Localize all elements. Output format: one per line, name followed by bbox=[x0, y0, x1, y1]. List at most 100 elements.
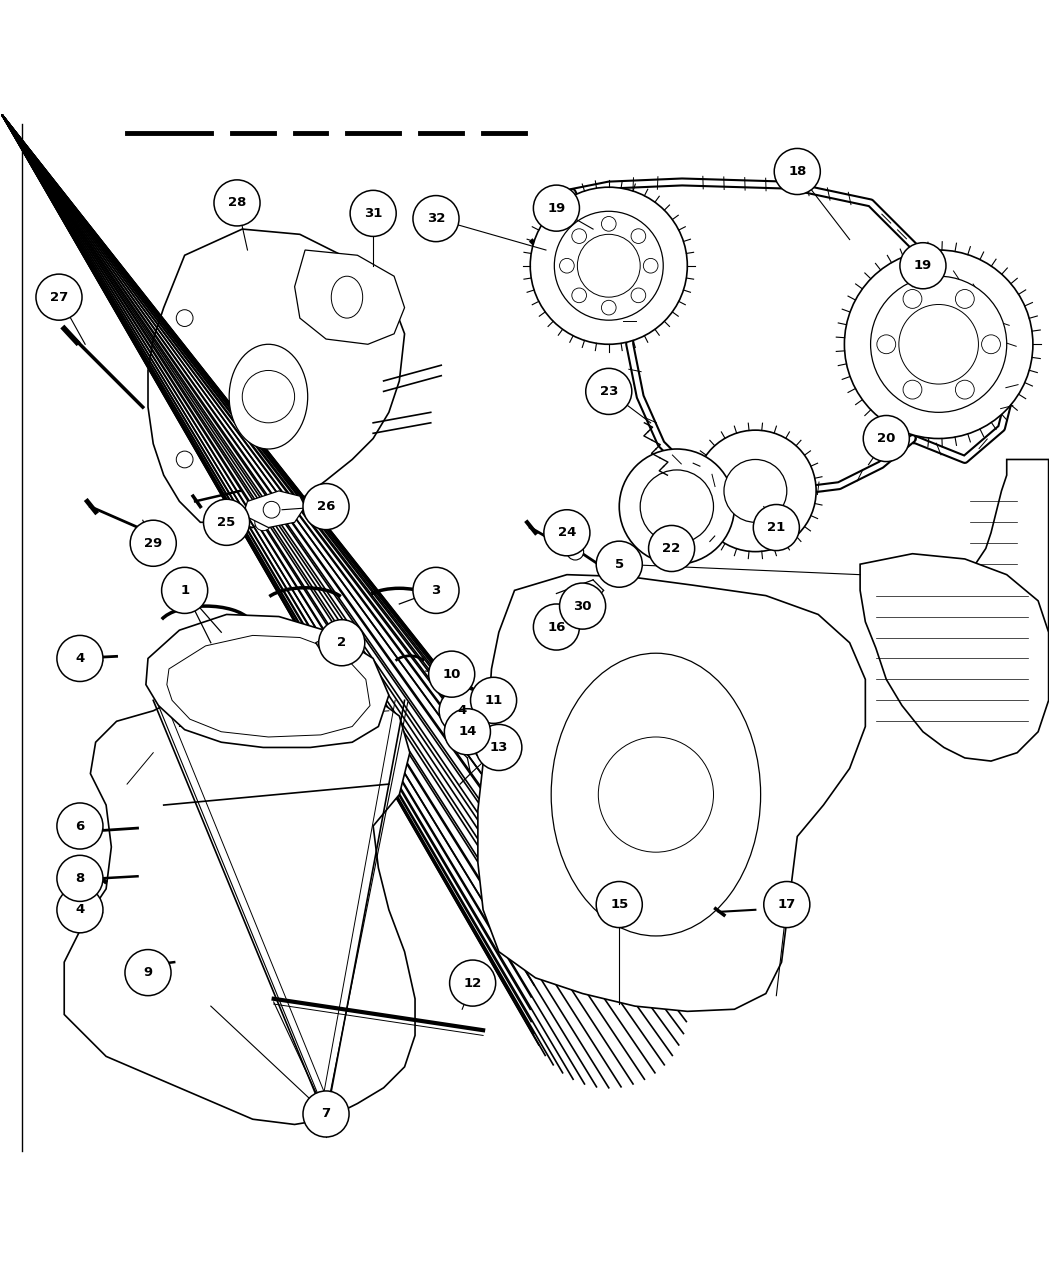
Text: 14: 14 bbox=[458, 725, 477, 738]
Circle shape bbox=[449, 960, 496, 1006]
Text: 4: 4 bbox=[76, 652, 85, 666]
Text: 26: 26 bbox=[317, 500, 335, 513]
Text: 28: 28 bbox=[228, 196, 246, 209]
Circle shape bbox=[319, 620, 364, 666]
Circle shape bbox=[544, 510, 590, 556]
Circle shape bbox=[533, 604, 580, 650]
Circle shape bbox=[554, 212, 664, 320]
Circle shape bbox=[530, 187, 688, 344]
Circle shape bbox=[596, 881, 643, 928]
Circle shape bbox=[444, 709, 490, 755]
Text: 29: 29 bbox=[144, 537, 163, 550]
Circle shape bbox=[956, 289, 974, 309]
Circle shape bbox=[264, 501, 280, 518]
Circle shape bbox=[439, 687, 485, 734]
Circle shape bbox=[255, 514, 272, 530]
Circle shape bbox=[560, 259, 574, 273]
Polygon shape bbox=[148, 230, 404, 528]
Circle shape bbox=[57, 856, 103, 901]
Circle shape bbox=[57, 886, 103, 933]
Text: 20: 20 bbox=[877, 432, 896, 445]
Circle shape bbox=[631, 288, 646, 302]
Circle shape bbox=[176, 451, 193, 468]
Polygon shape bbox=[64, 669, 415, 1125]
Circle shape bbox=[204, 500, 250, 546]
Text: 25: 25 bbox=[217, 516, 235, 529]
Circle shape bbox=[870, 277, 1007, 412]
Circle shape bbox=[598, 737, 714, 852]
Circle shape bbox=[695, 430, 816, 552]
Circle shape bbox=[602, 301, 616, 315]
Ellipse shape bbox=[229, 344, 308, 449]
Circle shape bbox=[982, 335, 1001, 353]
Circle shape bbox=[476, 724, 522, 770]
Text: 8: 8 bbox=[76, 872, 85, 885]
Text: 30: 30 bbox=[573, 599, 592, 612]
Circle shape bbox=[863, 416, 909, 462]
Polygon shape bbox=[295, 250, 404, 344]
Circle shape bbox=[318, 499, 334, 515]
Text: 16: 16 bbox=[547, 621, 566, 634]
Circle shape bbox=[176, 310, 193, 326]
Circle shape bbox=[243, 371, 295, 423]
Text: 9: 9 bbox=[144, 966, 152, 979]
Text: 5: 5 bbox=[614, 557, 624, 571]
Polygon shape bbox=[246, 491, 306, 528]
Circle shape bbox=[763, 881, 810, 928]
Ellipse shape bbox=[714, 459, 797, 523]
Text: 24: 24 bbox=[558, 527, 576, 539]
Polygon shape bbox=[146, 615, 388, 747]
Circle shape bbox=[567, 543, 584, 560]
Circle shape bbox=[413, 567, 459, 613]
Circle shape bbox=[533, 185, 580, 231]
Circle shape bbox=[903, 380, 922, 399]
Text: 4: 4 bbox=[458, 704, 467, 718]
Text: 17: 17 bbox=[778, 898, 796, 912]
Text: 7: 7 bbox=[321, 1108, 331, 1121]
Circle shape bbox=[350, 190, 396, 236]
Polygon shape bbox=[316, 635, 338, 655]
Circle shape bbox=[899, 305, 979, 384]
Circle shape bbox=[413, 195, 459, 242]
Circle shape bbox=[620, 449, 734, 565]
Text: 22: 22 bbox=[663, 542, 680, 555]
Circle shape bbox=[578, 235, 640, 297]
Polygon shape bbox=[478, 575, 865, 1011]
Ellipse shape bbox=[331, 277, 362, 317]
Text: 12: 12 bbox=[463, 977, 482, 989]
Circle shape bbox=[753, 505, 799, 551]
Circle shape bbox=[125, 950, 171, 996]
Circle shape bbox=[36, 274, 82, 320]
Circle shape bbox=[586, 368, 632, 414]
Text: 13: 13 bbox=[489, 741, 508, 754]
Circle shape bbox=[644, 259, 658, 273]
Circle shape bbox=[649, 525, 695, 571]
Circle shape bbox=[596, 541, 643, 588]
Polygon shape bbox=[954, 459, 1049, 690]
Circle shape bbox=[57, 803, 103, 849]
Text: 10: 10 bbox=[442, 668, 461, 681]
Text: 27: 27 bbox=[49, 291, 68, 303]
Circle shape bbox=[956, 380, 974, 399]
Circle shape bbox=[428, 652, 475, 697]
Circle shape bbox=[214, 180, 260, 226]
Circle shape bbox=[57, 635, 103, 681]
Circle shape bbox=[602, 217, 616, 231]
Circle shape bbox=[723, 459, 786, 523]
Text: 18: 18 bbox=[789, 164, 806, 178]
Circle shape bbox=[162, 567, 208, 613]
Circle shape bbox=[844, 250, 1033, 439]
Circle shape bbox=[877, 335, 896, 353]
Circle shape bbox=[631, 228, 646, 244]
Text: 23: 23 bbox=[600, 385, 618, 398]
Text: 11: 11 bbox=[484, 694, 503, 706]
Circle shape bbox=[470, 677, 517, 723]
Text: 2: 2 bbox=[337, 636, 346, 649]
Circle shape bbox=[130, 520, 176, 566]
Circle shape bbox=[572, 228, 587, 244]
Circle shape bbox=[303, 1091, 349, 1137]
Text: 15: 15 bbox=[610, 898, 628, 912]
Circle shape bbox=[900, 242, 946, 288]
Polygon shape bbox=[860, 553, 1049, 761]
Text: 1: 1 bbox=[181, 584, 189, 597]
